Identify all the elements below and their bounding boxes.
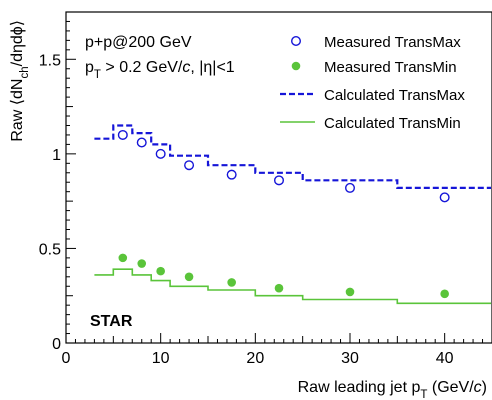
measured-transmax-point [274, 175, 285, 186]
legend-label-calculated-transmin: Calculated TransMin [324, 115, 461, 132]
measured-transmin-point [440, 289, 449, 299]
plot-border [65, 11, 492, 344]
measured-transmax-point [184, 160, 195, 171]
measured-transmin-point [274, 283, 284, 293]
y-tick-label: 1 [52, 147, 61, 164]
measured-transmin-point [137, 259, 147, 268]
measured-transmin-point [184, 272, 194, 282]
axis-ticks: 0 10 20 30 40 0 0.5 1 1.5 [39, 11, 484, 367]
measured-transmin-point [227, 278, 236, 287]
x-tick-label: 10 [152, 350, 170, 367]
measured-transmax-point [136, 137, 147, 148]
y-tick-label: 0 [52, 336, 61, 353]
legend-label-calculated-transmax: Calculated TransMax [324, 87, 465, 104]
plot-frame [65, 11, 492, 344]
legend-label-measured-transmin: Measured TransMin [324, 59, 457, 76]
x-tick-label: 0 [62, 350, 71, 367]
legend: Measured TransMax Measured TransMin Calcul… [280, 34, 465, 132]
measured-transmax-point [345, 182, 356, 193]
annotation-experiment: STAR [90, 313, 133, 330]
series-layer [94, 124, 491, 305]
x-tick-label: 40 [436, 350, 454, 367]
measured-transmax-point [439, 192, 450, 203]
measured-transmax-point [117, 129, 128, 140]
calculated-transmin-line [94, 268, 491, 305]
measured-transmin-point [118, 253, 128, 263]
y-tick-label: 0.5 [39, 241, 61, 258]
annotation-system: p+p@200 GeV [85, 34, 192, 51]
annotation-cut-pt: pT > 0.2 GeV/c, |η|<1 [85, 59, 235, 81]
measured-transmin-point [345, 287, 355, 297]
measured-transmin-point [156, 266, 165, 276]
calculated-transmax-line [94, 124, 491, 189]
y-axis-label: Raw ⟨dNch/dηdϕ⟩ [9, 20, 31, 142]
x-axis-label: Raw leading jet pT (GeV/c) [298, 379, 487, 400]
y-tick-label: 1.5 [39, 52, 61, 69]
legend-label-measured-transmax: Measured TransMax [324, 34, 461, 51]
measured-transmax-point [226, 169, 237, 180]
legend-swatch-measured-transmin [291, 61, 301, 71]
x-tick-label: 30 [341, 350, 359, 367]
legend-swatch-measured-transmax [291, 36, 302, 47]
measured-transmax-point [155, 148, 166, 159]
x-tick-label: 20 [246, 350, 264, 367]
